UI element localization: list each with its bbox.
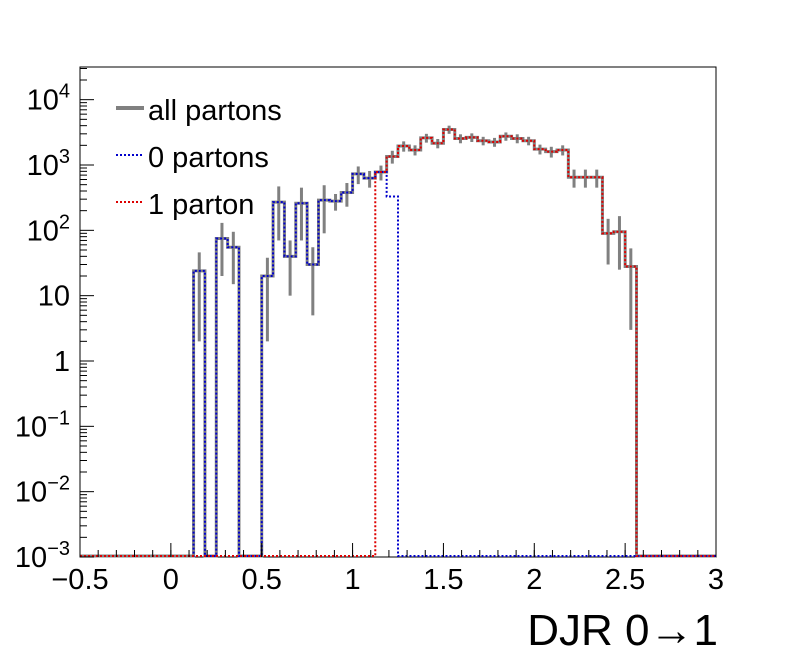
x-tick-label: 2.5 <box>605 564 645 596</box>
series-1-parton <box>80 128 716 557</box>
series-0-partons <box>80 171 716 557</box>
legend-label: 1 parton <box>148 189 254 221</box>
y-tick-label: 103 <box>27 146 70 182</box>
series-line <box>80 171 716 557</box>
y-tick-label: 104 <box>27 81 70 117</box>
x-tick-label: 1.5 <box>423 564 463 596</box>
x-tick-label: 1 <box>345 564 361 596</box>
y-tick-label: 1 <box>54 346 70 378</box>
x-axis-title: DJR 0→1 <box>527 606 718 655</box>
y-tick-label: 10−3 <box>15 538 70 574</box>
legend: all partons 0 partons 1 parton <box>116 95 282 221</box>
x-tick-label: 0 <box>163 564 179 596</box>
legend-label: 0 partons <box>148 142 269 174</box>
x-tick-label: 0.5 <box>242 564 282 596</box>
x-tick-label: 2 <box>526 564 542 596</box>
y-tick-label: 10 <box>38 281 70 313</box>
x-tick-label: 3 <box>708 564 724 596</box>
axis-layer <box>79 67 717 558</box>
y-tick-label: 102 <box>27 211 70 247</box>
x-tick-label: −0.5 <box>51 564 108 596</box>
x-tick-labels: −0.5 0 0.5 1 1.5 2 2.5 3 <box>51 564 724 596</box>
y-tick-label: 10−2 <box>15 473 70 509</box>
y-tick-labels: 10−3 10−2 10−1 1 10 102 103 104 <box>15 81 70 574</box>
series-layer <box>80 125 716 558</box>
legend-label: all partons <box>148 95 282 127</box>
series-line <box>80 128 716 557</box>
y-tick-label: 10−1 <box>15 407 70 443</box>
